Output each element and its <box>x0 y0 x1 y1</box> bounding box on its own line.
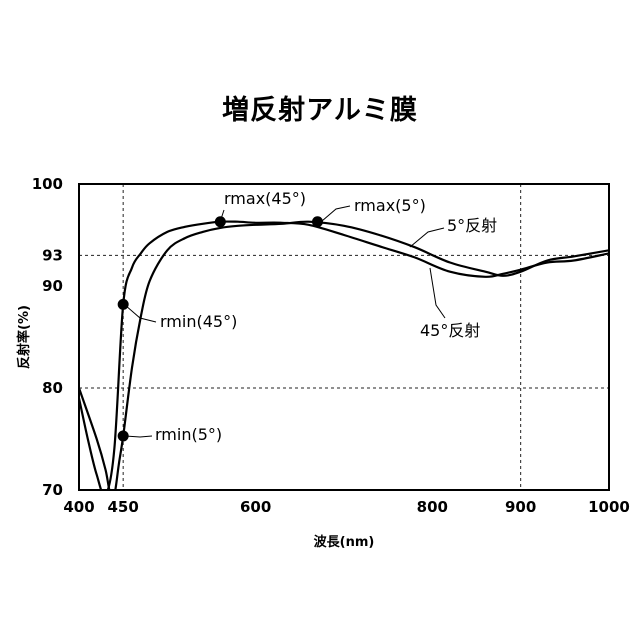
annotation-rmax-45: rmax(45°) <box>224 189 306 208</box>
plot-frame <box>79 184 609 490</box>
marker-rmax-5 <box>312 216 323 227</box>
curve-leader-1 <box>430 268 445 318</box>
curve-label-45deg: 45°反射 <box>420 321 480 340</box>
y-tick-80: 80 <box>42 379 63 397</box>
leader-rmax-5 <box>322 206 350 221</box>
y-tick-90: 90 <box>42 277 63 295</box>
series-layer <box>79 222 609 498</box>
reference-lines <box>79 184 609 490</box>
y-tick-93: 93 <box>42 246 63 264</box>
x-tick-800: 800 <box>417 498 448 516</box>
annotation-rmin-45: rmin(45°) <box>160 312 237 331</box>
y-axis-label: 反射率(%) <box>16 305 32 369</box>
annotation-rmin-5: rmin(5°) <box>155 425 222 444</box>
x-tick-900: 900 <box>505 498 536 516</box>
x-tick-400: 400 <box>63 498 94 516</box>
x-axis-label: 波長(nm) <box>314 534 375 550</box>
annotation-rmax-5: rmax(5°) <box>354 196 426 215</box>
y-tick-70: 70 <box>42 481 63 499</box>
x-tick-450: 450 <box>108 498 139 516</box>
leader-rmin-5 <box>125 436 152 437</box>
series-line-5deg <box>79 222 609 498</box>
x-tick-600: 600 <box>240 498 271 516</box>
marker-rmin-45 <box>118 299 129 310</box>
x-tick-1000: 1000 <box>588 498 630 516</box>
curve-label-5deg: 5°反射 <box>447 216 497 235</box>
y-tick-100: 100 <box>32 175 63 193</box>
curve-leader-0 <box>410 228 444 247</box>
